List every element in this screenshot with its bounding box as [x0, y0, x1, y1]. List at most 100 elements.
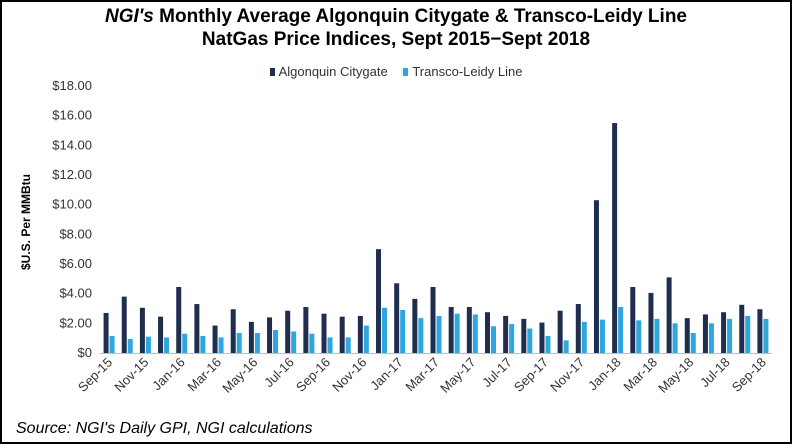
bar-algonquin	[575, 304, 581, 353]
x-tick-label: Jan-18	[585, 355, 624, 394]
x-tick-label: Nov-17	[547, 355, 587, 395]
x-tick-label: May-16	[219, 355, 260, 396]
bar-algonquin	[539, 322, 545, 353]
bar-algonquin	[430, 286, 436, 353]
x-tick-label: Nov-16	[329, 355, 369, 395]
x-tick-label: May-17	[437, 355, 478, 396]
bar-transco	[563, 340, 569, 353]
bar-algonquin	[103, 312, 109, 353]
bar-algonquin	[303, 307, 309, 353]
bar-algonquin	[194, 304, 200, 353]
title-italic: NGI's	[105, 6, 154, 27]
y-tick-label: $18.00	[52, 78, 92, 93]
bar-transco	[164, 337, 170, 353]
bar-transco	[309, 333, 315, 353]
y-tick-label: $10.00	[52, 197, 92, 212]
chart-title: NGI's Monthly Average Algonquin Citygate…	[2, 5, 790, 51]
bar-transco	[436, 315, 442, 353]
bar-algonquin	[339, 316, 345, 353]
x-tick-label: Mar-16	[184, 355, 224, 395]
bar-transco	[109, 335, 115, 353]
bar-algonquin	[630, 286, 636, 353]
x-tick-label: Sep-16	[293, 355, 333, 395]
bar-algonquin	[412, 298, 418, 353]
bar-transco	[472, 314, 478, 353]
bar-transco	[127, 338, 133, 353]
bar-transco	[400, 309, 406, 353]
bar-algonquin	[612, 123, 618, 353]
bar-transco	[454, 313, 460, 353]
bar-algonquin	[521, 318, 527, 353]
y-tick-label: $14.00	[52, 137, 92, 152]
legend-item-transco: Transco-Leidy Line	[403, 64, 522, 79]
bar-algonquin	[702, 314, 708, 353]
bar-transco	[218, 337, 224, 353]
bar-algonquin	[684, 318, 690, 353]
bar-transco	[727, 318, 733, 353]
bar-algonquin	[230, 309, 236, 353]
bar-algonquin	[448, 307, 454, 353]
bar-transco	[273, 330, 279, 353]
bar-transco	[291, 331, 297, 353]
y-tick-label: $16.00	[52, 108, 92, 123]
bar-algonquin	[139, 307, 145, 353]
bar-transco	[618, 307, 624, 353]
x-tick-label: Sep-15	[75, 355, 115, 395]
bar-algonquin	[757, 309, 763, 353]
bar-transco	[490, 326, 496, 353]
bar-transco	[236, 332, 242, 353]
bar-algonquin	[357, 315, 363, 353]
bar-algonquin	[666, 277, 672, 353]
bar-transco	[599, 319, 605, 353]
bar-algonquin	[285, 310, 291, 353]
legend: Algonquin Citygate Transco-Leidy Line	[2, 64, 790, 79]
x-tick-label: Nov-15	[111, 355, 151, 395]
title-line-2: NatGas Price Indices, Sept 2015−Sept 201…	[201, 29, 591, 50]
legend-label-transco: Transco-Leidy Line	[412, 64, 523, 79]
bar-transco	[509, 324, 515, 353]
x-tick-label: Sep-18	[729, 355, 769, 395]
bar-transco	[145, 336, 151, 353]
x-tick-label: Jul-18	[697, 355, 733, 391]
x-tick-label: May-18	[655, 355, 696, 396]
title-line-1: NGI's Monthly Average Algonquin Citygate…	[2, 5, 790, 28]
bar-algonquin	[394, 283, 400, 353]
bar-transco	[672, 323, 678, 353]
legend-item-algonquin: Algonquin Citygate	[269, 64, 388, 79]
y-tick-label: $0	[78, 345, 92, 360]
bar-algonquin	[648, 292, 654, 353]
bar-algonquin	[248, 321, 254, 353]
y-tick-label: $4.00	[59, 286, 92, 301]
bar-transco	[382, 307, 388, 353]
bar-transco	[636, 320, 642, 353]
x-tick-label: Jul-16	[261, 355, 297, 391]
bar-transco	[200, 335, 206, 353]
bar-algonquin	[721, 312, 727, 353]
bar-algonquin	[484, 312, 490, 353]
bar-transco	[654, 318, 660, 353]
bar-algonquin	[593, 200, 599, 353]
legend-label-algonquin: Algonquin Citygate	[278, 64, 388, 79]
bar-algonquin	[557, 310, 563, 353]
y-tick-label: $2.00	[59, 315, 92, 330]
bar-transco	[745, 315, 751, 353]
bar-transco	[418, 318, 424, 353]
bar-algonquin	[212, 325, 218, 353]
bar-algonquin	[321, 313, 327, 353]
bar-transco	[708, 323, 714, 353]
bar-algonquin	[158, 316, 164, 353]
bar-transco	[545, 335, 551, 353]
x-tick-label: Jan-17	[367, 355, 406, 394]
bar-algonquin	[376, 249, 382, 353]
legend-swatch-transco	[403, 68, 409, 76]
bar-algonquin	[121, 296, 127, 353]
x-tick-label: Sep-17	[511, 355, 551, 395]
bar-algonquin	[267, 317, 273, 353]
source-note: Source: NGI's Daily GPI, NGI calculation…	[16, 420, 313, 437]
y-tick-label: $6.00	[59, 256, 92, 271]
bar-transco	[254, 332, 260, 353]
x-tick-label: Jan-16	[149, 355, 188, 394]
y-tick-label: $12.00	[52, 167, 92, 182]
